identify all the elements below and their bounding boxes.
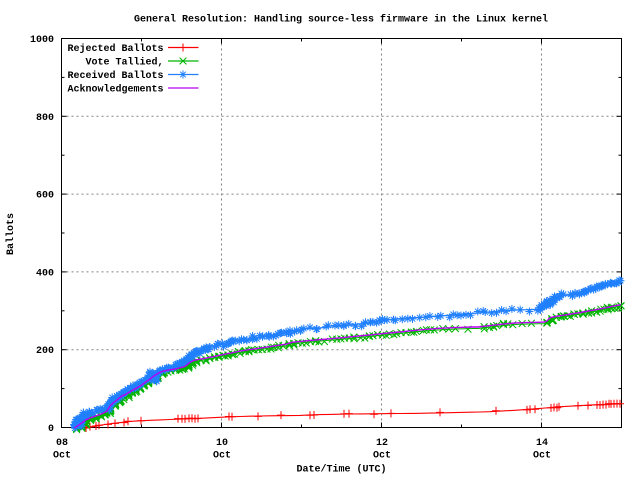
svg-text:200: 200	[36, 346, 54, 357]
svg-text:Rejected Ballots: Rejected Ballots	[67, 43, 163, 55]
svg-text:600: 600	[36, 191, 54, 202]
svg-text:General Resolution: Handling s: General Resolution: Handling source-less…	[134, 14, 548, 26]
svg-text:Oct: Oct	[213, 451, 231, 462]
svg-text:1000: 1000	[30, 35, 54, 46]
svg-text:Ballots: Ballots	[5, 213, 17, 255]
svg-text:400: 400	[36, 268, 54, 279]
svg-text:Oct: Oct	[373, 451, 391, 462]
svg-text:12: 12	[376, 438, 388, 449]
svg-text:08: 08	[56, 438, 68, 449]
svg-text:Date/Time (UTC): Date/Time (UTC)	[296, 464, 386, 476]
svg-text:10: 10	[216, 438, 228, 449]
svg-text:Oct: Oct	[53, 451, 71, 462]
svg-text:800: 800	[36, 113, 54, 124]
svg-text:14: 14	[536, 438, 548, 449]
svg-text:Acknowledgements: Acknowledgements	[67, 84, 163, 96]
svg-text:Received Ballots: Received Ballots	[67, 70, 163, 82]
svg-text:Vote Tallied,: Vote Tallied,	[85, 57, 163, 69]
svg-text:0: 0	[48, 424, 54, 435]
svg-text:Oct: Oct	[533, 451, 551, 462]
